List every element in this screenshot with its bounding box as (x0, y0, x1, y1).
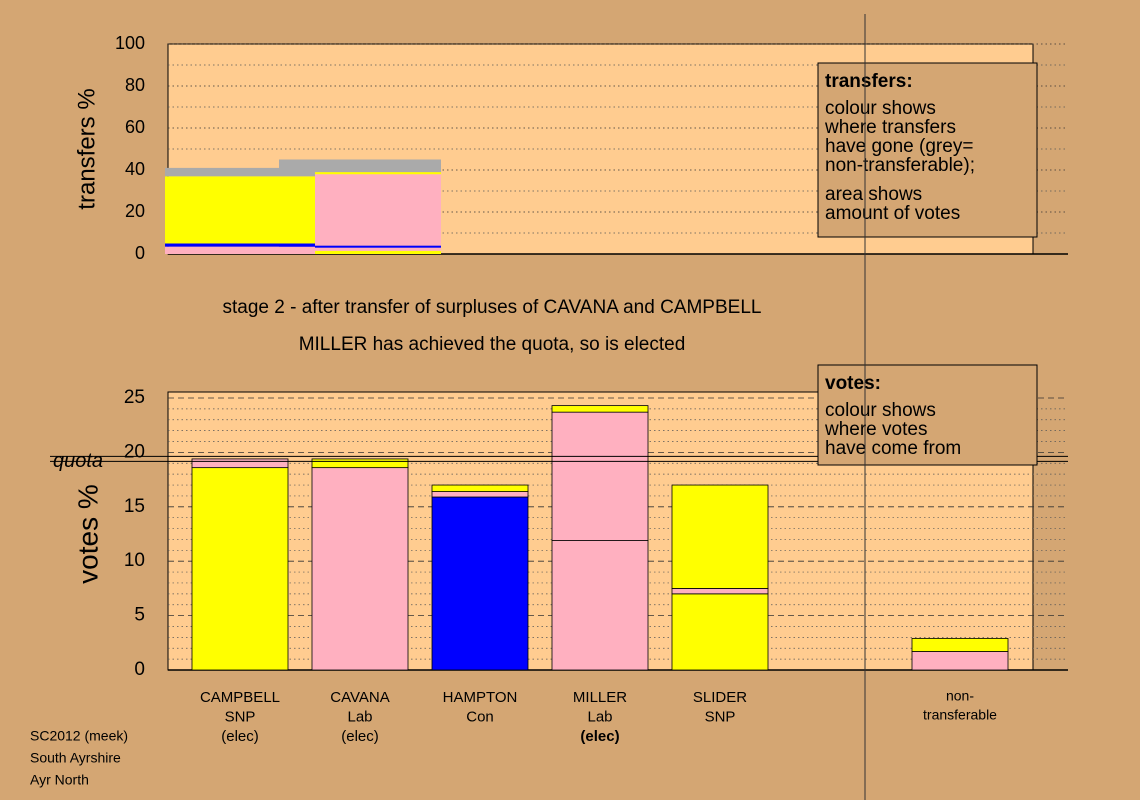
bar-segment (431, 491, 529, 498)
transfer-segment (279, 247, 441, 251)
x-tick-label: SNP (705, 708, 736, 725)
y-tick-label: 0 (134, 659, 145, 680)
bar-segment (431, 496, 529, 671)
legend-line: have come from (825, 438, 961, 459)
legend-box (817, 364, 1038, 466)
y-tick-label: 60 (125, 117, 145, 137)
footer-text: South Ayrshire (30, 750, 121, 766)
x-tick-label: MILLER (573, 689, 627, 706)
transfer-segment (165, 246, 315, 254)
bar-segment (311, 458, 409, 469)
legend-line: where transfers (824, 117, 956, 138)
x-tick-label: transferable (923, 707, 997, 723)
bar-segment (671, 588, 769, 595)
legend-title: votes: (825, 373, 881, 394)
legend-line: amount of votes (825, 203, 960, 224)
legend-line: where votes (824, 419, 927, 440)
y-tick-label: 15 (124, 496, 145, 517)
y-tick-label: 20 (124, 441, 145, 462)
x-tick-label: SLIDER (693, 689, 747, 706)
legend-box (817, 62, 1038, 238)
legend-line: non-transferable); (825, 155, 975, 176)
bar-segment (431, 484, 529, 492)
legend-line: colour shows (825, 98, 936, 119)
transfer-segment (165, 176, 315, 244)
bar-segment (191, 467, 289, 671)
x-tick-label: Con (466, 708, 494, 725)
bar-segment (671, 593, 769, 671)
bar-segment (911, 638, 1009, 652)
transfer-segment (279, 172, 441, 175)
stage-text: stage 2 - after transfer of surpluses of… (223, 297, 762, 318)
y-tick-label: 10 (124, 550, 145, 571)
x-tick-label: CAVANA (330, 689, 389, 706)
transfer-segment (279, 250, 441, 254)
legend-line: have gone (grey= (825, 136, 973, 157)
bar-segment (191, 458, 289, 469)
legend-title: transfers: (825, 71, 913, 92)
x-tick-label: Lab (347, 708, 372, 725)
y-tick-label: 20 (125, 201, 145, 221)
bar-segment (311, 467, 409, 671)
transfer-segment (279, 159, 441, 173)
bar-segment (671, 484, 769, 589)
transfer-segment (165, 243, 315, 247)
x-tick-label: (elec) (341, 728, 379, 745)
x-tick-label: Lab (587, 708, 612, 725)
y-axis-label: votes % (72, 484, 103, 584)
x-tick-label: (elec) (580, 728, 619, 745)
y-tick-label: 80 (125, 75, 145, 95)
y-axis-label: transfers % (73, 88, 100, 209)
y-tick-label: 5 (134, 605, 145, 626)
x-tick-label: CAMPBELL (200, 689, 280, 706)
bar-segment (551, 411, 649, 541)
x-tick-label: HAMPTON (443, 689, 518, 706)
legend-line: area shows (825, 184, 922, 205)
quota-label: quota (53, 450, 103, 472)
x-tick-label: non- (946, 688, 974, 704)
bar-segment (551, 405, 649, 413)
footer-text: Ayr North (30, 772, 89, 788)
x-tick-label: (elec) (221, 728, 259, 745)
footer-text: SC2012 (meek) (30, 728, 128, 744)
legend-line: colour shows (825, 400, 936, 421)
y-tick-label: 100 (115, 33, 145, 53)
bar-segment (911, 651, 1009, 671)
bar-segment (551, 540, 649, 671)
transfer-segment (279, 245, 441, 248)
y-tick-label: 25 (124, 387, 145, 408)
transfer-segment (165, 167, 315, 177)
y-tick-label: 40 (125, 159, 145, 179)
x-tick-label: SNP (225, 708, 256, 725)
y-tick-label: 0 (135, 243, 145, 263)
status-text: MILLER has achieved the quota, so is ele… (299, 334, 686, 355)
